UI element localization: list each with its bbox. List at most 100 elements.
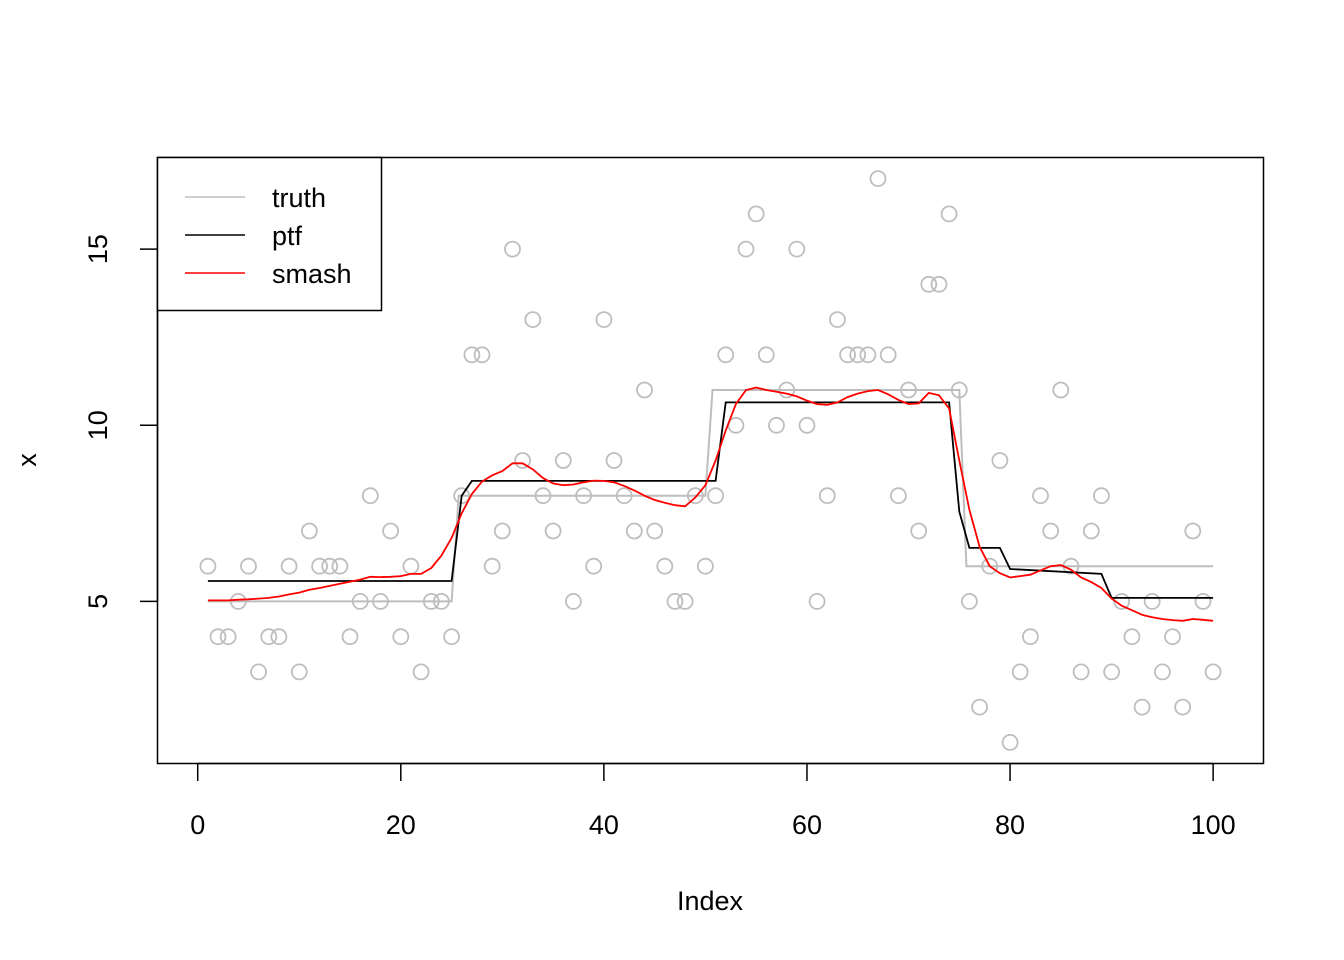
data-point: [240, 557, 257, 575]
data-point: [1133, 698, 1151, 716]
legend: truth ptf smash: [156, 156, 383, 312]
data-point: [747, 205, 765, 223]
y-axis-title: x: [12, 453, 42, 467]
data-point: [422, 593, 440, 610]
x-axis: 0 20 40 60 80 100: [190, 762, 1236, 840]
data-point: [625, 522, 643, 540]
data-point: [250, 663, 268, 681]
data-point: [565, 593, 582, 610]
data-point: [717, 346, 735, 364]
data-point: [1042, 522, 1060, 540]
data-point: [382, 522, 400, 540]
data-point: [1001, 734, 1019, 751]
legend-label-smash: smash: [272, 259, 352, 289]
data-point: [493, 522, 511, 540]
truth-line: [207, 389, 1214, 603]
data-point: [940, 205, 958, 223]
data-point: [859, 346, 877, 364]
data-point: [473, 346, 491, 364]
data-point: [839, 346, 856, 364]
data-point: [737, 240, 755, 258]
data-point: [869, 170, 887, 188]
data-point: [636, 381, 653, 399]
data-point: [910, 522, 928, 540]
y-tick-label: 5: [83, 594, 113, 609]
data-point: [991, 452, 1009, 469]
data-point: [768, 416, 785, 434]
data-point: [1164, 628, 1181, 646]
x-tick-label: 60: [792, 810, 822, 840]
data-point: [1022, 628, 1039, 646]
data-point: [341, 628, 359, 646]
data-point: [331, 557, 349, 575]
data-point: [392, 628, 410, 646]
data-point: [981, 557, 999, 575]
legend-label-ptf: ptf: [272, 221, 303, 251]
data-point: [656, 557, 674, 575]
data-point: [483, 557, 501, 575]
data-point: [575, 487, 592, 505]
data-point: [971, 698, 988, 716]
data-point: [443, 628, 461, 646]
data-point: [199, 557, 217, 575]
data-point: [1143, 593, 1161, 610]
data-point: [554, 452, 572, 469]
data-point: [311, 557, 329, 575]
x-axis-title: Index: [677, 886, 744, 916]
data-point: [676, 593, 694, 610]
data-point: [615, 487, 633, 505]
data-point: [351, 593, 369, 610]
data-point: [900, 381, 917, 399]
legend-box: [156, 156, 383, 312]
x-tick-label: 100: [1191, 810, 1236, 840]
ptf-series: [207, 401, 1214, 599]
data-point: [930, 275, 948, 293]
y-axis: 5 10 15: [83, 234, 159, 609]
data-point: [1123, 628, 1141, 646]
data-point: [808, 593, 826, 610]
data-point: [432, 593, 450, 610]
data-point: [707, 487, 724, 505]
data-point: [778, 381, 796, 399]
x-tick-label: 80: [995, 810, 1025, 840]
truth-series: [207, 389, 1214, 603]
data-point: [361, 487, 379, 505]
data-point: [402, 557, 420, 575]
data-point: [788, 240, 806, 258]
x-tick-label: 40: [589, 810, 619, 840]
data-point: [229, 593, 247, 610]
y-tick-label: 15: [83, 234, 113, 264]
data-point: [798, 416, 816, 434]
data-point: [1082, 522, 1100, 540]
data-point: [372, 593, 389, 610]
data-point: [646, 522, 664, 540]
data-point: [829, 311, 846, 329]
data-point: [209, 628, 227, 646]
data-point: [757, 346, 775, 364]
data-point: [879, 346, 897, 364]
data-point: [524, 311, 542, 329]
data-point: [514, 452, 531, 469]
data-point: [920, 275, 938, 293]
data-point: [260, 628, 278, 646]
data-point: [666, 593, 684, 610]
data-point: [950, 381, 968, 399]
data-point: [890, 487, 907, 505]
x-tick-label: 20: [386, 810, 416, 840]
data-point: [463, 346, 481, 364]
data-point: [270, 628, 288, 646]
data-points: [199, 170, 1222, 751]
legend-label-truth: truth: [272, 183, 326, 213]
y-tick-label: 10: [83, 410, 113, 440]
data-point: [585, 557, 603, 575]
data-point: [1103, 663, 1120, 681]
x-tick-label: 0: [190, 810, 205, 840]
data-point: [1184, 522, 1202, 540]
data-point: [1194, 593, 1212, 610]
data-point: [818, 487, 836, 505]
ptf-line: [207, 401, 1214, 599]
data-point: [849, 346, 867, 364]
data-point: [321, 557, 339, 575]
smash-series: [207, 386, 1214, 622]
